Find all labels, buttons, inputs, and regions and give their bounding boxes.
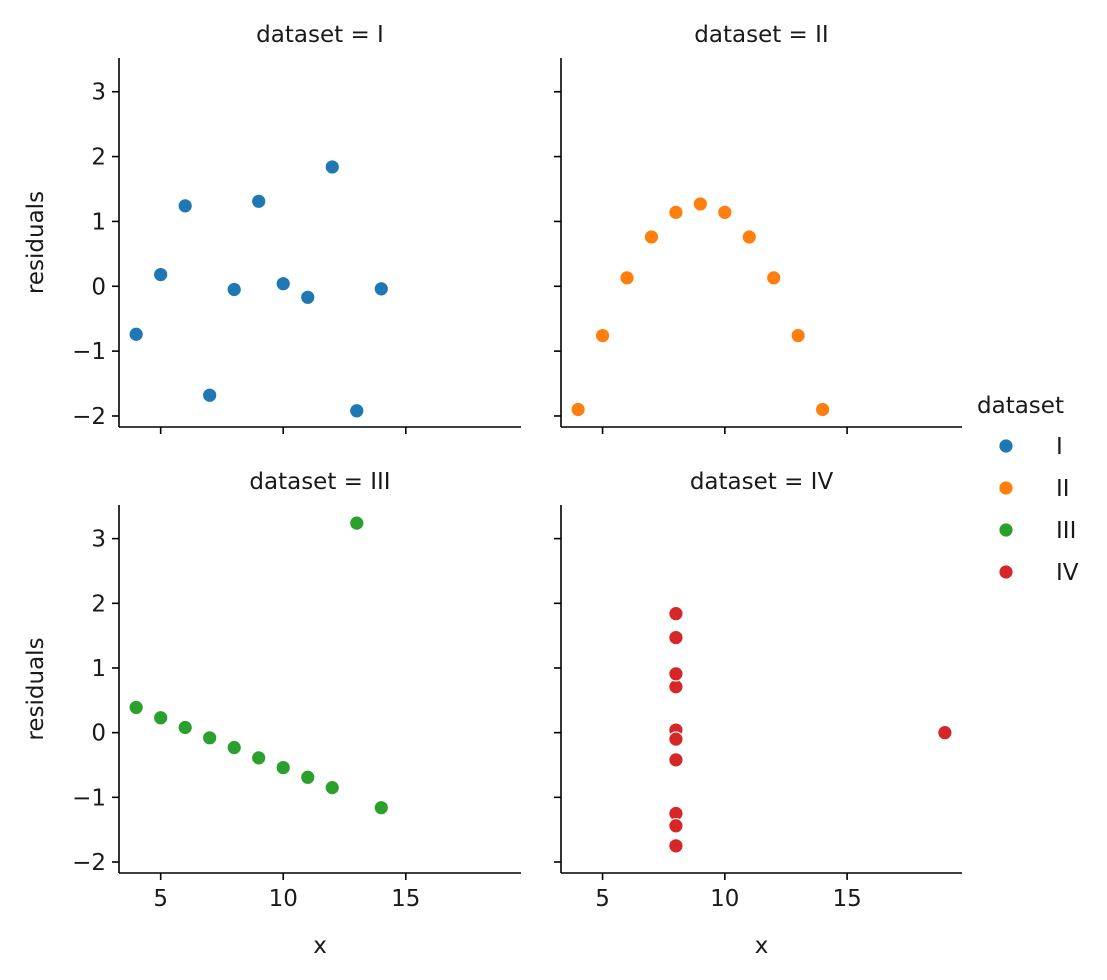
facet-iv-x-tick-label: 15 — [832, 886, 861, 912]
facet-ii-point — [668, 204, 684, 221]
facet-iv-point — [668, 752, 684, 768]
facet-iii-y-axis-label: residuals — [23, 637, 49, 740]
legend-entry-ii-label: II — [1056, 476, 1070, 502]
facet-iv-point — [668, 817, 684, 834]
legend-entry-iii-label: III — [1056, 518, 1076, 544]
facet-i-panel: dataset = I −2 −1 0 1 2 3 residuals — [23, 22, 521, 434]
facet-iv-point — [668, 666, 684, 682]
legend-entry-ii: II — [998, 476, 1070, 502]
facet-i-point — [201, 387, 218, 404]
facet-iv-point — [668, 838, 684, 854]
facet-ii-point — [692, 196, 709, 212]
facet-iv-point — [668, 678, 684, 695]
facet-iii-point — [201, 730, 218, 746]
facet-iii-point — [177, 719, 193, 736]
facet-i-y-tick-label: 1 — [91, 209, 106, 235]
facet-iv-x-tick-label: 5 — [595, 886, 610, 912]
facet-i-point — [128, 326, 144, 343]
facet-iii-y-tick-label: 3 — [91, 527, 106, 553]
facet-iii-point — [275, 759, 292, 776]
legend-entry-iii: III — [998, 518, 1076, 544]
facet-iv-point — [668, 731, 684, 747]
legend-entry-i-label: I — [1056, 434, 1063, 460]
facet-i-y-tick-label: −2 — [72, 404, 106, 430]
facet-iii-y-tick-label: 0 — [91, 721, 106, 747]
facet-iii-x-tick-label: 10 — [269, 886, 298, 912]
legend-entry-i-marker — [998, 438, 1014, 454]
facet-i-y-tick-label: 2 — [91, 145, 106, 171]
facet-iii-y-tick-label: −2 — [72, 850, 106, 876]
facet-iii-x-tick-label: 5 — [153, 886, 168, 912]
facet-iii-y-tick-label: 2 — [91, 591, 106, 617]
facet-iii-point — [226, 739, 243, 756]
facet-ii-point — [741, 229, 758, 245]
facet-i-y-tick-label: 0 — [91, 274, 106, 300]
facet-i-y-tick-label: 3 — [91, 80, 106, 106]
facet-iii-panel: dataset = III −2 −1 0 1 2 3 5 10 15 residuals x — [23, 469, 521, 959]
facet-i-point — [177, 198, 193, 214]
facet-i-point — [226, 281, 243, 298]
facet-iv-title: dataset = IV — [690, 469, 834, 495]
facet-iii-point — [128, 699, 144, 716]
facet-i-y-tick-label: −1 — [72, 339, 106, 365]
legend-entry-ii-marker — [998, 480, 1014, 496]
facet-i-point — [373, 281, 390, 297]
facet-i-point — [348, 402, 365, 419]
facet-ii-point — [594, 327, 611, 344]
facet-i-point — [275, 275, 292, 292]
facet-iii-x-axis-label: x — [313, 933, 327, 959]
facet-iii-point — [348, 515, 365, 531]
facet-iii-x-tick-label: 15 — [391, 886, 420, 912]
facet-ii-panel: dataset = II — [554, 22, 962, 434]
facet-iv-point — [668, 629, 684, 646]
facet-ii-point — [717, 204, 733, 221]
facet-ii-point — [619, 270, 635, 286]
facet-i-point — [299, 289, 316, 306]
facet-iii-y-tick-label: 1 — [91, 656, 106, 682]
facet-iii-point — [373, 799, 390, 816]
facet-ii-point — [814, 401, 831, 418]
facet-ii-point — [643, 229, 660, 245]
facet-iii-title: dataset = III — [249, 469, 390, 495]
facet-iv-x-tick-label: 10 — [710, 886, 739, 912]
facet-i-y-axis-label: residuals — [23, 191, 49, 294]
facet-iii-point — [324, 779, 341, 796]
legend-entry-iii-marker — [998, 522, 1014, 538]
facet-i-point — [250, 193, 267, 210]
facet-iii-point — [299, 769, 316, 786]
legend-entry-iv: IV — [998, 560, 1079, 586]
legend-entry-i: I — [998, 434, 1063, 460]
facet-iii-point — [250, 750, 267, 766]
legend-entry-iv-marker — [998, 564, 1014, 580]
facet-iv-point — [668, 605, 684, 622]
facet-i-title: dataset = I — [256, 22, 384, 48]
facet-iii-point — [152, 709, 169, 726]
facet-ii-point — [790, 327, 806, 344]
facet-ii-point — [765, 270, 782, 286]
facet-ii-title: dataset = II — [694, 22, 828, 48]
facet-i-point — [152, 266, 169, 283]
legend-entry-iv-label: IV — [1056, 560, 1079, 586]
facet-iv-x-axis-label: x — [755, 933, 769, 959]
facet-iv-panel: dataset = IV 5 10 15 x — [554, 469, 962, 959]
facet-iv-point — [937, 724, 953, 741]
facet-i-point — [324, 159, 341, 175]
facet-ii-point — [570, 401, 586, 418]
facet-iii-y-tick-label: −1 — [72, 785, 106, 811]
legend-title: dataset — [977, 393, 1064, 419]
